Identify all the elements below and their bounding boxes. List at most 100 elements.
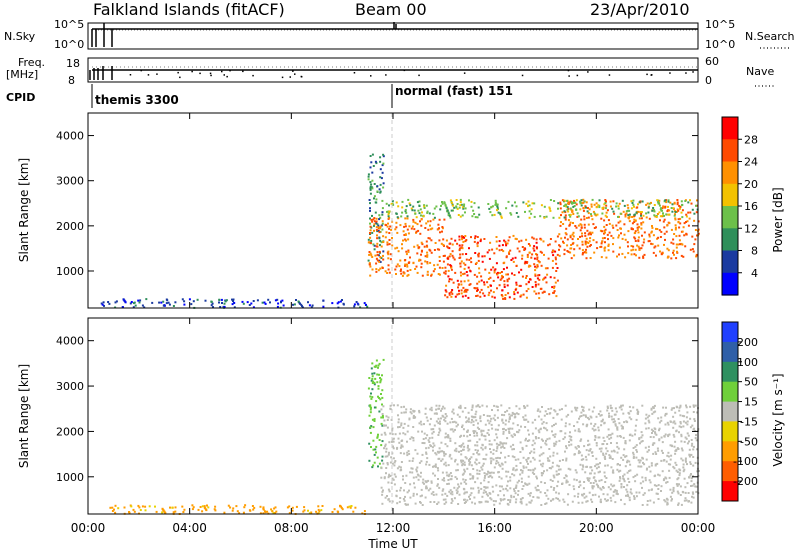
colorbar-segment — [722, 139, 738, 163]
echo-cell — [502, 428, 504, 431]
echo-cell — [577, 430, 580, 433]
echo-cell — [489, 241, 492, 244]
echo-cell — [425, 222, 428, 225]
echo-cell — [387, 250, 390, 253]
echo-cell — [261, 301, 264, 304]
echo-cell — [519, 473, 522, 476]
echo-cell — [636, 410, 639, 413]
echo-cell — [589, 244, 592, 246]
echo-cell — [534, 269, 537, 272]
echo-cell — [581, 405, 583, 408]
echo-cell — [664, 199, 667, 202]
echo-cell — [308, 512, 311, 515]
echo-cell — [426, 262, 429, 265]
echo-cell — [432, 472, 435, 475]
echo-cell — [489, 211, 492, 214]
echo-cell — [446, 422, 449, 425]
echo-cell — [587, 216, 590, 219]
echo-cell — [396, 216, 399, 219]
echo-cell — [643, 492, 646, 495]
echo-cell — [470, 415, 473, 418]
echo-cell — [567, 202, 569, 205]
echo-cell — [666, 210, 669, 213]
echo-cell — [686, 220, 689, 223]
echo-cell — [563, 248, 566, 251]
echo-cell — [493, 414, 496, 417]
nave-point — [156, 73, 158, 75]
echo-cell — [384, 455, 387, 458]
echo-cell — [295, 299, 297, 301]
echo-cell — [379, 183, 382, 186]
echo-cell — [639, 482, 642, 485]
echo-cell — [606, 435, 609, 438]
echo-cell — [405, 211, 408, 214]
echo-cell — [381, 389, 384, 392]
echo-cell — [606, 464, 609, 467]
echo-cell — [207, 506, 210, 509]
echo-cell — [534, 265, 537, 268]
echo-cell — [653, 209, 655, 212]
echo-cell — [557, 492, 560, 495]
echo-cell — [543, 482, 546, 484]
echo-cell — [375, 198, 378, 201]
echo-cell — [498, 485, 501, 488]
echo-cell — [400, 422, 403, 425]
echo-cell — [377, 387, 380, 390]
echo-cell — [648, 465, 651, 468]
echo-cell — [536, 484, 539, 487]
echo-cell — [466, 435, 469, 438]
echo-cell — [669, 201, 672, 204]
echo-cell — [600, 420, 603, 423]
echo-cell — [637, 465, 640, 468]
echo-cell — [546, 267, 549, 270]
echo-cell — [588, 408, 591, 411]
echo-cell — [604, 199, 607, 201]
echo-cell — [408, 202, 411, 205]
echo-cell — [372, 439, 375, 442]
colorbar-tick-label: 8 — [751, 245, 758, 258]
echo-cell — [369, 185, 372, 188]
echo-cell — [684, 436, 687, 439]
echo-cell — [660, 485, 663, 488]
echo-cell — [117, 507, 120, 510]
echo-cell — [604, 207, 607, 210]
echo-cell — [474, 287, 477, 290]
echo-cell — [469, 434, 471, 436]
echo-cell — [626, 471, 629, 474]
echo-cell — [402, 271, 405, 274]
echo-cell — [684, 497, 687, 500]
echo-cell — [456, 279, 459, 282]
echo-cell — [625, 455, 628, 458]
echo-cell — [438, 273, 441, 276]
echo-cell — [377, 269, 380, 272]
echo-cell — [666, 498, 669, 501]
echo-cell — [426, 419, 429, 422]
echo-cell — [485, 405, 488, 408]
echo-cell — [380, 416, 383, 419]
echo-cell — [605, 452, 608, 455]
echo-cell — [458, 235, 461, 238]
echo-cell — [483, 472, 486, 475]
echo-cell — [382, 416, 384, 419]
echo-cell — [632, 456, 635, 458]
echo-cell — [653, 246, 656, 249]
echo-cell — [370, 392, 372, 395]
echo-cell — [476, 451, 478, 454]
echo-cell — [477, 422, 479, 425]
echo-cell — [466, 274, 469, 277]
echo-cell — [465, 239, 468, 241]
echo-cell — [677, 209, 680, 212]
echo-cell — [565, 445, 567, 448]
echo-cell — [597, 471, 600, 474]
echo-cell — [473, 202, 476, 205]
echo-cell — [421, 430, 423, 433]
echo-cell — [598, 479, 601, 482]
echo-cell — [478, 438, 481, 441]
echo-cell — [322, 299, 325, 302]
echo-cell — [544, 503, 547, 505]
echo-cell — [386, 455, 389, 458]
echo-cell — [630, 207, 633, 210]
echo-cell — [533, 202, 536, 205]
echo-cell — [533, 442, 536, 445]
echo-cell — [382, 250, 385, 253]
